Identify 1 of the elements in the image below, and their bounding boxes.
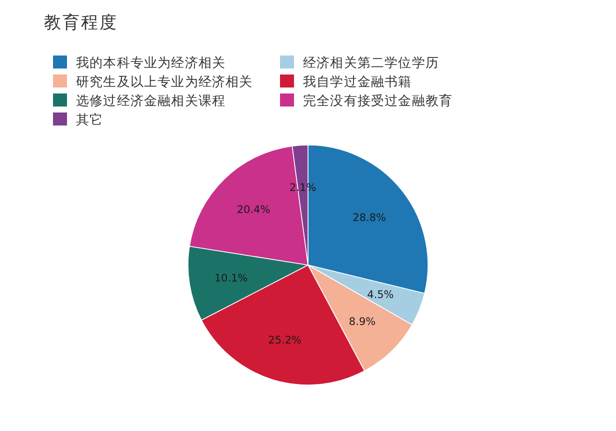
title: 教育程度 xyxy=(44,13,118,33)
